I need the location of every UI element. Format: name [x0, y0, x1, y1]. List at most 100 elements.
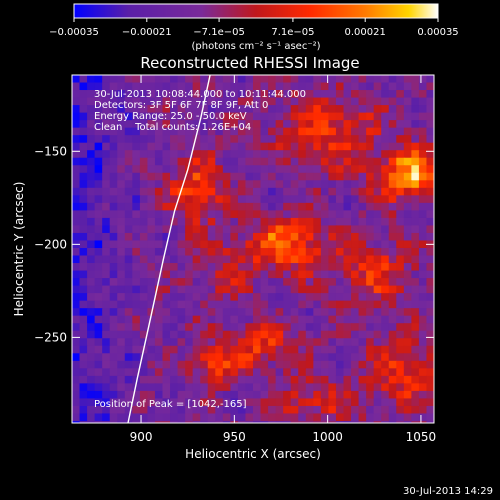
heatmap-cell: [268, 180, 277, 189]
heatmap-cell: [418, 157, 428, 166]
heatmap-cell: [381, 330, 390, 339]
heatmap-cell: [72, 225, 81, 234]
heatmap-cell: [411, 195, 420, 204]
heatmap-cell: [230, 195, 239, 204]
heatmap-cell: [117, 135, 126, 144]
heatmap-cell: [102, 338, 111, 347]
heatmap-cell: [87, 82, 96, 91]
heatmap-cell: [170, 127, 179, 136]
heatmap-cell: [185, 232, 194, 241]
heatmap-cell: [298, 75, 307, 83]
heatmap-cell: [305, 217, 314, 226]
heatmap-cell: [124, 240, 133, 249]
heatmap-cell: [298, 195, 307, 204]
heatmap-cell: [222, 405, 231, 414]
heatmap-cell: [215, 300, 224, 309]
heatmap-cell: [207, 278, 216, 287]
heatmap-cell: [260, 315, 269, 324]
heatmap-cell: [87, 360, 96, 369]
x-axis-label: Heliocentric X (arcsec): [185, 447, 321, 461]
heatmap-cell: [418, 165, 428, 174]
heatmap-cell: [245, 90, 254, 99]
heatmap-cell: [124, 90, 133, 99]
heatmap-cell: [328, 315, 337, 324]
heatmap-cell: [170, 157, 179, 166]
heatmap-cell: [411, 82, 420, 91]
heatmap-cell: [162, 285, 171, 294]
heatmap-cell: [268, 187, 277, 196]
heatmap-cell: [230, 120, 239, 129]
heatmap-cell: [366, 293, 375, 302]
heatmap-cell: [253, 105, 262, 114]
heatmap-cell: [260, 420, 269, 423]
heatmap-cell: [381, 127, 390, 136]
heatmap-cell: [72, 338, 81, 347]
heatmap-cell: [117, 112, 126, 121]
heatmap-cell: [192, 180, 201, 189]
heatmap-cell: [117, 420, 126, 423]
heatmap-cell: [154, 225, 164, 234]
heatmap-cell: [320, 232, 330, 241]
heatmap-cell: [200, 278, 209, 287]
heatmap-cell: [215, 172, 224, 181]
heatmap-cell: [343, 135, 352, 144]
heatmap-cell: [275, 172, 284, 181]
heatmap-cell: [102, 383, 111, 392]
heatmap-cell: [215, 105, 224, 114]
heatmap-cell: [87, 247, 96, 256]
heatmap-cell: [94, 105, 103, 114]
heatmap-cell: [298, 187, 307, 196]
heatmap-cell: [200, 255, 209, 264]
heatmap-cell: [245, 308, 254, 317]
heatmap-cell: [298, 255, 307, 264]
heatmap-cell: [245, 330, 254, 339]
heatmap-cell: [343, 120, 352, 129]
heatmap-cell: [147, 383, 156, 392]
heatmap-cell: [275, 405, 284, 414]
heatmap-cell: [185, 398, 194, 407]
heatmap-cell: [222, 315, 231, 324]
heatmap-cell: [268, 127, 277, 136]
heatmap-cell: [396, 285, 405, 294]
heatmap-cell: [72, 420, 81, 423]
heatmap-cell: [328, 323, 337, 332]
heatmap-cell: [388, 225, 397, 234]
heatmap-cell: [260, 383, 269, 392]
heatmap-cell: [245, 142, 254, 151]
heatmap-cell: [215, 97, 224, 106]
heatmap-cell: [373, 390, 382, 399]
heatmap-cell: [313, 135, 322, 144]
heatmap-cell: [222, 120, 231, 129]
heatmap-cell: [260, 398, 269, 407]
heatmap-cell: [177, 210, 186, 219]
heatmap-cell: [117, 195, 126, 204]
heatmap-cell: [117, 270, 126, 279]
heatmap-cell: [411, 120, 420, 129]
heatmap-cell: [102, 202, 111, 211]
heatmap-cell: [305, 90, 314, 99]
heatmap-cell: [418, 270, 428, 279]
heatmap-cell: [94, 255, 103, 264]
heatmap-cell: [102, 172, 111, 181]
heatmap-cell: [396, 375, 405, 384]
heatmap-cell: [109, 202, 118, 211]
heatmap-cell: [320, 255, 330, 264]
heatmap-cell: [320, 293, 330, 302]
heatmap-cell: [117, 90, 126, 99]
heatmap-cell: [177, 165, 186, 174]
heatmap-cell: [275, 285, 284, 294]
heatmap-cell: [253, 263, 262, 272]
heatmap-cell: [230, 293, 239, 302]
heatmap-cell: [283, 187, 292, 196]
heatmap-cell: [192, 247, 201, 256]
heatmap-cell: [403, 112, 412, 121]
heatmap-cell: [200, 420, 209, 423]
heatmap-cell: [177, 127, 186, 136]
heatmap-cell: [207, 105, 216, 114]
heatmap-cell: [154, 360, 164, 369]
heatmap-cell: [381, 300, 390, 309]
heatmap-cell: [192, 240, 201, 249]
heatmap-cell: [388, 338, 397, 347]
heatmap-cell: [388, 97, 397, 106]
heatmap-cell: [139, 338, 149, 347]
